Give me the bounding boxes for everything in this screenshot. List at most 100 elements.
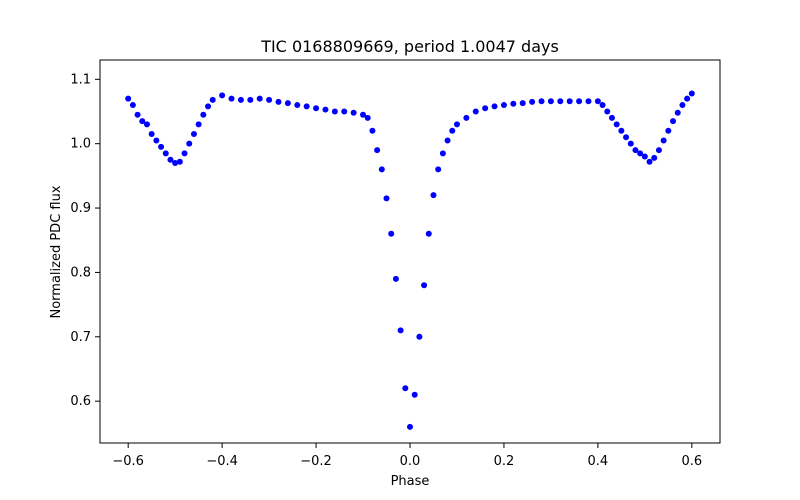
x-tick-label: 0.0 [400, 454, 421, 469]
data-point [153, 137, 160, 144]
data-point [674, 109, 681, 116]
data-point [500, 102, 507, 109]
data-point [566, 98, 573, 105]
x-tick-label: −0.6 [112, 454, 144, 469]
data-point [129, 102, 136, 109]
data-point [463, 114, 470, 121]
data-point [641, 153, 648, 160]
y-tick-label: 0.6 [70, 394, 91, 409]
data-point [205, 103, 212, 110]
data-point [444, 137, 451, 144]
data-point [576, 98, 583, 105]
data-point [613, 121, 620, 128]
y-tick-label: 0.7 [70, 330, 91, 345]
data-point [369, 127, 376, 134]
data-point [618, 127, 625, 134]
data-point [637, 150, 644, 157]
chart-title: TIC 0168809669, period 1.0047 days [260, 37, 559, 56]
data-point [237, 96, 244, 103]
data-point [655, 147, 662, 154]
data-point [195, 121, 202, 128]
data-point [247, 96, 254, 103]
data-point [557, 98, 564, 105]
data-point [472, 108, 479, 115]
y-tick-label: 1.1 [70, 72, 91, 87]
x-tick-label: −0.2 [300, 454, 332, 469]
data-point [435, 166, 442, 173]
y-tick-label: 1.0 [70, 137, 91, 152]
data-point [143, 121, 150, 128]
data-point [430, 192, 437, 199]
data-point [256, 95, 263, 102]
data-point [585, 98, 592, 105]
data-point [402, 385, 409, 392]
data-point [411, 391, 418, 398]
data-point [482, 105, 489, 112]
data-point [519, 100, 526, 107]
data-point [599, 102, 606, 109]
data-point [632, 147, 639, 154]
y-axis-label: Normalized PDC flux [49, 185, 64, 318]
data-point [623, 134, 630, 141]
data-point [266, 96, 273, 103]
data-point [303, 103, 310, 110]
data-point [439, 150, 446, 157]
data-point [510, 100, 517, 107]
data-point [665, 127, 672, 134]
data-point [374, 147, 381, 154]
y-tick-label: 0.8 [70, 265, 91, 280]
data-point [331, 108, 338, 115]
data-point [660, 137, 667, 144]
data-point [529, 98, 536, 105]
data-point [219, 92, 226, 99]
data-point [158, 143, 165, 150]
plot-area-background [100, 60, 720, 443]
data-point [275, 98, 282, 105]
y-tick-label: 0.9 [70, 201, 91, 216]
data-point [364, 114, 371, 121]
x-tick-label: 0.6 [681, 454, 702, 469]
data-point [162, 150, 169, 157]
data-point [538, 98, 545, 105]
data-point [608, 114, 615, 121]
data-point [604, 108, 611, 115]
data-point [397, 327, 404, 334]
data-point [679, 102, 686, 109]
data-point [594, 98, 601, 105]
data-point [547, 98, 554, 105]
data-point [651, 154, 658, 161]
data-point [139, 118, 146, 125]
data-point [190, 131, 197, 138]
data-point [378, 166, 385, 173]
data-point [421, 282, 428, 289]
x-tick-label: 0.2 [494, 454, 515, 469]
data-point [392, 275, 399, 282]
data-point [176, 158, 183, 165]
data-point [172, 159, 179, 166]
data-point [350, 109, 357, 116]
data-point [425, 230, 432, 237]
data-point [134, 111, 141, 118]
x-tick-label: −0.4 [206, 454, 238, 469]
data-point [313, 105, 320, 112]
data-point [383, 195, 390, 202]
data-point [294, 102, 301, 109]
data-points-layer [125, 90, 695, 430]
data-point [148, 131, 155, 138]
data-point [209, 96, 216, 103]
x-axis-label: Phase [391, 474, 430, 489]
data-point [670, 118, 677, 125]
data-point [125, 95, 132, 102]
data-point [388, 230, 395, 237]
data-point [200, 111, 207, 118]
x-tick-label: 0.4 [588, 454, 609, 469]
data-point [684, 95, 691, 102]
data-point [181, 150, 188, 157]
data-point [228, 95, 235, 102]
data-point [646, 158, 653, 165]
axis-ticks-layer: −0.6 −0.4 −0.2 0.0 0.2 0.4 0.6 0.6 0.7 0.8 0.9 1.0 1… [70, 72, 702, 469]
data-point [407, 423, 413, 430]
data-point [627, 140, 634, 147]
